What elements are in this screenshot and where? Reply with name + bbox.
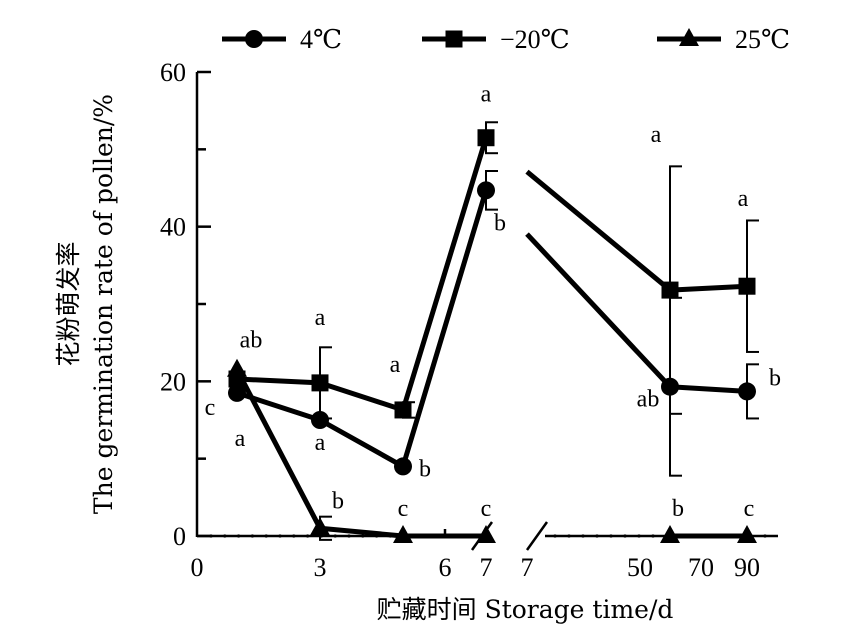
x-minor-tick xyxy=(637,534,641,538)
y-tick-label: 20 xyxy=(160,367,186,396)
significance-label: b xyxy=(494,210,506,236)
data-point-circle xyxy=(477,181,495,200)
x-minor-tick xyxy=(306,534,310,538)
significance-label: a xyxy=(235,426,246,452)
x-tick-label: 7 xyxy=(480,553,493,582)
x-tick-label: 7 xyxy=(521,553,534,582)
significance-label: c xyxy=(744,496,755,522)
x-minor-tick xyxy=(361,534,365,538)
y-tick-label: 60 xyxy=(160,58,186,87)
significance-label: c xyxy=(205,395,216,421)
significance-label: c xyxy=(481,496,492,522)
significance-label: a xyxy=(738,186,749,212)
data-point-triangle xyxy=(737,525,757,543)
series-circle xyxy=(228,169,759,477)
x-minor-tick xyxy=(581,534,585,538)
data-point-triangle xyxy=(227,358,247,377)
significance-label: ab xyxy=(637,387,660,413)
series-line-late xyxy=(669,384,748,394)
x-minor-tick xyxy=(623,534,627,538)
significance-label: b xyxy=(332,488,344,514)
significance-label: a xyxy=(315,305,326,331)
series-layer xyxy=(227,121,759,543)
data-point-circle xyxy=(228,383,246,402)
x-minor-tick xyxy=(292,534,296,538)
data-point-circle xyxy=(311,411,329,429)
series-square xyxy=(228,121,759,420)
x-minor-tick xyxy=(209,534,213,538)
data-point-square xyxy=(738,277,756,295)
legend-label: 4℃ xyxy=(300,25,342,54)
series-line-early xyxy=(236,137,489,414)
significance-label: a xyxy=(315,430,326,456)
significance-label: ab xyxy=(240,328,263,354)
legend-label: −20℃ xyxy=(500,25,570,54)
legend: 4℃ −20℃ 25℃ xyxy=(222,25,790,54)
data-point-triangle xyxy=(393,525,413,543)
x-tick-label: 3 xyxy=(314,553,327,582)
y-tick-label: 0 xyxy=(173,522,186,551)
x-minor-tick xyxy=(347,534,351,538)
x-minor-tick xyxy=(333,534,337,538)
significance-label: a xyxy=(390,352,401,378)
x-minor-tick xyxy=(278,534,282,538)
series-line-break-segment xyxy=(525,232,672,389)
x-tick-label: 50 xyxy=(627,553,653,582)
series-line-break-segment xyxy=(525,169,672,293)
x-minor-tick xyxy=(567,534,571,538)
significance-label: b xyxy=(769,365,781,391)
data-point-triangle xyxy=(476,525,496,543)
x-tick-label: 6 xyxy=(439,553,452,582)
x-tick-label: 70 xyxy=(688,553,714,582)
data-point-triangle xyxy=(310,517,330,536)
data-point-square xyxy=(394,401,412,419)
data-point-square xyxy=(661,281,679,299)
data-point-triangle xyxy=(660,525,680,543)
x-minor-tick xyxy=(223,534,227,538)
x-minor-tick xyxy=(264,534,268,538)
legend-marker-circle xyxy=(245,30,263,48)
significance-label: a xyxy=(651,122,662,148)
series-line-late xyxy=(669,283,748,293)
legend-item-square: −20℃ xyxy=(422,25,570,54)
legend-marker-square xyxy=(445,30,463,48)
y-axis-title-cn: 花粉萌发率 xyxy=(54,241,83,366)
series-line-early xyxy=(234,368,486,539)
x-minor-tick xyxy=(237,534,241,538)
data-point-square xyxy=(477,129,495,147)
legend-item-circle: 4℃ xyxy=(222,25,342,54)
x-minor-tick xyxy=(553,534,557,538)
series-triangle xyxy=(227,358,757,543)
x-tick-label: 0 xyxy=(191,553,204,582)
axis-break-mark-right xyxy=(525,521,549,551)
legend-marker-triangle xyxy=(679,28,699,46)
series-line-early xyxy=(236,189,489,471)
data-point-circle xyxy=(394,457,412,476)
significance-label: c xyxy=(398,496,409,522)
significance-label: b xyxy=(419,456,431,482)
data-point-square xyxy=(311,374,329,392)
x-minor-tick xyxy=(763,534,767,538)
x-tick-label: 90 xyxy=(734,553,760,582)
y-tick-labels: 0 20 40 60 xyxy=(160,58,186,551)
significance-label: b xyxy=(672,496,684,522)
y-axis-title: 花粉萌发率 The germination rate of pollen/% xyxy=(54,94,118,514)
x-minor-tick xyxy=(595,534,599,538)
data-point-circle xyxy=(738,382,756,401)
x-minor-tick xyxy=(609,534,613,538)
x-minor-tick xyxy=(651,534,655,538)
y-tick-label: 40 xyxy=(160,213,186,242)
x-minor-tick xyxy=(250,534,254,538)
legend-label: 25℃ xyxy=(735,25,790,54)
y-axis-title-en: The germination rate of pollen/% xyxy=(89,94,118,514)
x-axis-title: 贮藏时间 Storage time/d xyxy=(377,595,674,624)
significance-label: a xyxy=(481,82,492,108)
x-tick-labels: 0 3 6 7 7 50 70 90 xyxy=(191,553,761,582)
legend-item-triangle: 25℃ xyxy=(657,25,790,54)
